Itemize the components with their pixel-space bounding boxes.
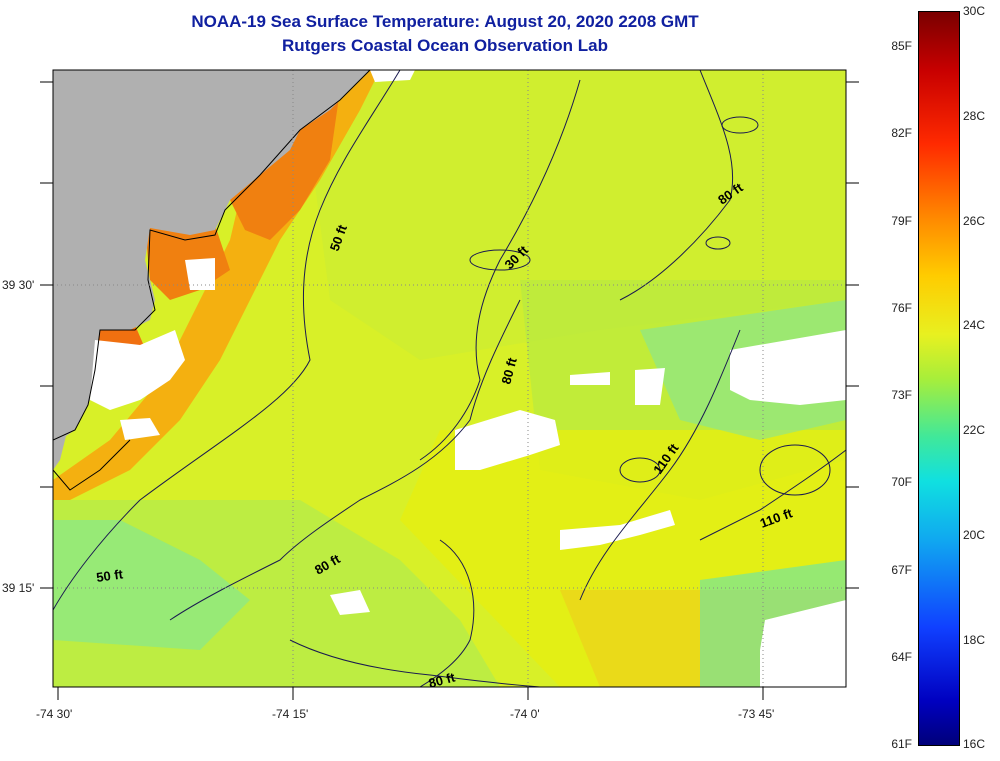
colorbar-c-tick: 22C: [963, 423, 986, 437]
contour-80ft-south: [289, 639, 541, 687]
contour-50ft: [53, 70, 401, 611]
lat-label: 39 30': [2, 278, 35, 292]
sst-map: 50 ft 30 ft 80 ft 80 ft 110 ft 110 ft 80…: [40, 69, 859, 700]
cloud-area: [635, 368, 665, 405]
colorbar-f-tick: 79F: [891, 214, 912, 228]
cloud-area: [570, 372, 610, 385]
lon-label: -73 45': [738, 707, 775, 721]
cloud-area: [370, 70, 415, 82]
contour-ring: [469, 249, 531, 271]
colorbar-c-tick: 26C: [963, 214, 986, 228]
contour-ring: [721, 116, 759, 134]
cloud-area: [455, 410, 560, 470]
lon-label: -74 15': [272, 707, 309, 721]
map-subtitle: Rutgers Coastal Ocean Observation Lab: [282, 36, 608, 55]
contour-30ft: [419, 79, 581, 461]
colorbar-c-tick: 30C: [963, 4, 986, 18]
coastline: [53, 70, 371, 441]
cool-patch: [53, 520, 250, 650]
map-frame: [52, 69, 847, 688]
contour-110ft-east: [699, 449, 846, 541]
lon-label: -74 30': [36, 707, 73, 721]
colorbar-f-tick: 61F: [891, 737, 912, 751]
colorbar-c-tick: 20C: [963, 528, 986, 542]
cloud-area: [560, 510, 675, 550]
cloud-area: [330, 590, 370, 615]
colorbar-f-tick: 67F: [891, 563, 912, 577]
land-area: [53, 420, 70, 470]
lat-label: 39 15': [2, 581, 35, 595]
depth-contours: [53, 70, 846, 687]
contour-80ft-mid: [169, 299, 521, 621]
cloud-area: [760, 600, 846, 687]
contour-label: 80 ft: [427, 669, 457, 691]
cloud-area: [90, 330, 185, 410]
cloud-area: [185, 258, 215, 290]
colorbar-c-tick: 18C: [963, 633, 986, 647]
colorbar-c-tick: 16C: [963, 737, 986, 751]
contour-label: 80 ft: [498, 355, 520, 385]
contour-label: 50 ft: [95, 566, 124, 585]
map-title: NOAA-19 Sea Surface Temperature: August …: [191, 12, 699, 31]
cloud-area: [730, 330, 846, 405]
colorbar-f-tick: 73F: [891, 388, 912, 402]
colorbar-f-tick: 64F: [891, 650, 912, 664]
colorbar-c-tick: 24C: [963, 318, 986, 332]
axis-ticks: [40, 81, 859, 700]
cloud-area: [120, 418, 160, 440]
colorbar-f-tick: 85F: [891, 39, 912, 53]
colorbar-c-tick: 28C: [963, 109, 986, 123]
colorbar-f-tick: 82F: [891, 126, 912, 140]
contour-80ft-upper: [619, 70, 734, 301]
contour-shoal: [419, 539, 475, 687]
coastline: [53, 439, 131, 491]
graticule: [53, 70, 846, 687]
contour-ring: [619, 457, 661, 483]
lon-label: -74 0': [510, 707, 540, 721]
warm-coast-patch: [230, 90, 340, 240]
contour-ring: [705, 236, 731, 250]
colorbar-f-tick: 70F: [891, 475, 912, 489]
contour-110ft: [579, 329, 741, 601]
colorbar-f-tick: 76F: [891, 301, 912, 315]
land-area: [53, 70, 370, 440]
temperature-colorbar: [918, 11, 960, 746]
contour-ring: [759, 444, 831, 496]
